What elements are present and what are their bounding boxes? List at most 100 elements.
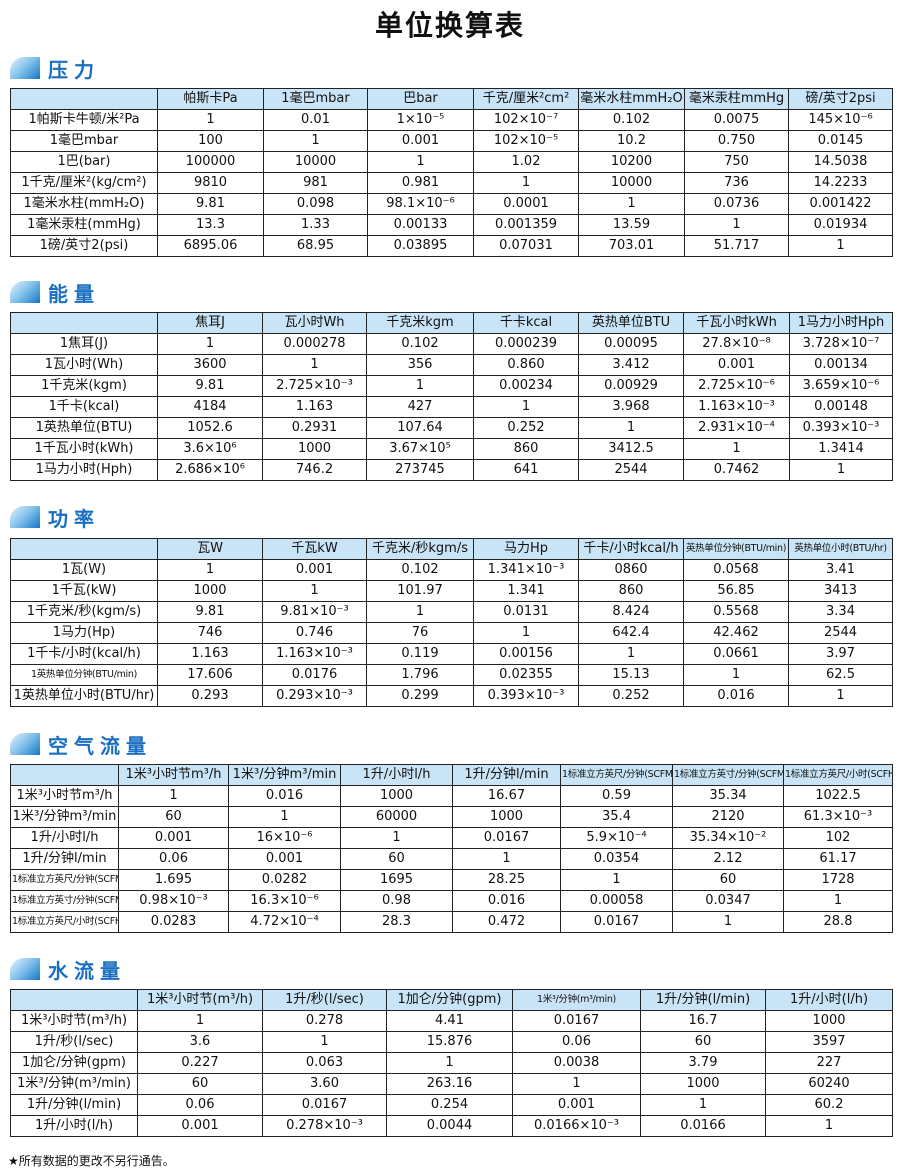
cell: 0.102 bbox=[366, 333, 474, 355]
table-row: 1千克/厘米²(kg/cm²) 9810 981 0.981 1 10000 736 14.2… bbox=[10, 172, 893, 194]
cell: 860 bbox=[473, 438, 579, 460]
cell: 0.00156 bbox=[473, 643, 579, 665]
cell: 3.412 bbox=[578, 354, 684, 376]
cell: 1 bbox=[683, 664, 789, 686]
section-heading: 功率 bbox=[10, 503, 100, 531]
header-cell: 千克米kgm bbox=[366, 312, 474, 334]
cell: 10200 bbox=[578, 151, 685, 173]
cell: 0.0166×10⁻³ bbox=[512, 1115, 641, 1137]
header-cell: 英热单位小时(BTU/hr) bbox=[788, 538, 893, 560]
cell: 2.12 bbox=[672, 848, 784, 870]
cell: 0.001 bbox=[228, 848, 341, 870]
table-row: 1千瓦小时(kWh) 3.6×10⁶ 1000 3.67×10⁵ 860 3412.5 1 1… bbox=[10, 438, 893, 460]
cell: 60 bbox=[640, 1031, 766, 1053]
cell: 60240 bbox=[765, 1073, 893, 1095]
cell: 145×10⁻⁶ bbox=[788, 109, 893, 131]
footnote: ★所有数据的更改不另行通告。 bbox=[8, 1154, 175, 1168]
cell: 0.01 bbox=[263, 109, 368, 131]
cell: 60.2 bbox=[765, 1094, 893, 1116]
cell: 1 bbox=[228, 806, 341, 828]
corner-cell bbox=[10, 88, 158, 110]
corner-cell bbox=[10, 312, 158, 334]
cell: 3.659×10⁻⁶ bbox=[789, 375, 893, 397]
cell: 1 bbox=[765, 1115, 893, 1137]
cell: 0.07031 bbox=[473, 235, 579, 257]
cell: 3413 bbox=[788, 580, 893, 602]
cell: 0.0038 bbox=[512, 1052, 641, 1074]
table-row: 1千卡/小时(kcal/h) 1.163 1.163×10⁻³ 0.119 0.0015… bbox=[10, 643, 893, 665]
table-row: 1千克米/秒(kgm/s) 9.81 9.81×10⁻³ 1 0.0131 8.424 0.… bbox=[10, 601, 893, 623]
header-cell: 巴bar bbox=[367, 88, 474, 110]
cell: 1 bbox=[560, 869, 673, 891]
section-heading: 空气流量 bbox=[10, 730, 152, 758]
cell: 0.001359 bbox=[473, 214, 579, 236]
table-row: 1焦耳(J) 1 0.000278 0.102 0.000239 0.00095 27.8×… bbox=[10, 333, 893, 355]
cell: 28.3 bbox=[340, 911, 453, 933]
header-cell: 1标准立方英尺/小时(SCFH) bbox=[783, 764, 893, 786]
cell: 2544 bbox=[578, 459, 684, 481]
header-cell: 1米³/分钟m³/min bbox=[228, 764, 341, 786]
table-body: 瓦W 千瓦kW 千克米/秒kgm/s 马力Hp 千卡/小时kcal/h 英热单位分钟(BT… bbox=[10, 538, 893, 707]
cell: 1 bbox=[367, 151, 474, 173]
cell: 2.931×10⁻⁴ bbox=[683, 417, 790, 439]
cell: 3.968 bbox=[578, 396, 684, 418]
cell: 1 bbox=[157, 559, 263, 581]
cell: 1000 bbox=[340, 785, 453, 807]
heading-icon bbox=[10, 281, 40, 303]
cell: 0.252 bbox=[473, 417, 579, 439]
cell: 1.341 bbox=[473, 580, 579, 602]
row-label: 1标准立方英寸/分钟(SCFM) bbox=[10, 890, 119, 912]
row-label: 1马力(Hp) bbox=[10, 622, 158, 644]
cell: 98.1×10⁻⁶ bbox=[367, 193, 474, 215]
table-body: 1米³小时节(m³/h) 1升/秒(l/sec) 1加仑/分钟(gpm) 1米³/分钟… bbox=[10, 989, 893, 1137]
header-cell: 1加仑/分钟(gpm) bbox=[386, 989, 513, 1011]
cell: 227 bbox=[765, 1052, 893, 1074]
cell: 16.67 bbox=[452, 785, 561, 807]
cell: 1.3414 bbox=[789, 438, 893, 460]
header-cell: 帕斯卡Pa bbox=[157, 88, 264, 110]
cell: 3.34 bbox=[788, 601, 893, 623]
cell: 2120 bbox=[672, 806, 784, 828]
table-row: 1毫巴mbar 100 1 0.001 102×10⁻⁵ 10.2 0.750 0.0145 bbox=[10, 130, 893, 152]
heading-text: 能量 bbox=[48, 281, 100, 306]
table-row: 1英热单位(BTU) 1052.6 0.2931 107.64 0.252 1 2.931×… bbox=[10, 417, 893, 439]
cell: 15.13 bbox=[578, 664, 684, 686]
cell: 750 bbox=[684, 151, 789, 173]
cell: 1 bbox=[340, 827, 453, 849]
cell: 0.0736 bbox=[684, 193, 789, 215]
cell: 273745 bbox=[366, 459, 474, 481]
cell: 1 bbox=[783, 890, 893, 912]
cell: 0.00133 bbox=[367, 214, 474, 236]
cell: 0.02355 bbox=[473, 664, 579, 686]
cell: 0.0166 bbox=[640, 1115, 766, 1137]
table-row: 1马力小时(Hph) 2.686×10⁶ 746.2 273745 641 2544 0.7… bbox=[10, 459, 893, 481]
table-row: 1千瓦(kW) 1000 1 101.97 1.341 860 56.85 3413 bbox=[10, 580, 893, 602]
cell: 0.001 bbox=[262, 559, 367, 581]
row-label: 1千克/厘米²(kg/cm²) bbox=[10, 172, 158, 194]
cell: 14.5038 bbox=[788, 151, 893, 173]
header-cell: 千克米/秒kgm/s bbox=[366, 538, 474, 560]
row-label: 1马力小时(Hph) bbox=[10, 459, 158, 481]
header-cell: 1升/分钟(l/min) bbox=[640, 989, 766, 1011]
row-label: 1米³小时节m³/h bbox=[10, 785, 119, 807]
cell: 0.0075 bbox=[684, 109, 789, 131]
cell: 60 bbox=[672, 869, 784, 891]
header-cell: 英热单位BTU bbox=[578, 312, 684, 334]
cell: 0.001 bbox=[512, 1094, 641, 1116]
header-cell: 1毫巴mbar bbox=[263, 88, 368, 110]
cell: 0.860 bbox=[473, 354, 579, 376]
cell: 100 bbox=[157, 130, 264, 152]
header-cell: 1升/分钟l/min bbox=[452, 764, 561, 786]
cell: 60 bbox=[340, 848, 453, 870]
cell: 0.393×10⁻³ bbox=[789, 417, 893, 439]
cell: 1.695 bbox=[118, 869, 229, 891]
row-label: 1毫巴mbar bbox=[10, 130, 158, 152]
cell: 61.3×10⁻³ bbox=[783, 806, 893, 828]
header-cell: 瓦小时Wh bbox=[262, 312, 367, 334]
cell: 0.98 bbox=[340, 890, 453, 912]
cell: 1 bbox=[473, 622, 579, 644]
table-row: 1毫米汞柱(mmHg) 13.3 1.33 0.00133 0.001359 13.59 1… bbox=[10, 214, 893, 236]
header-cell: 瓦W bbox=[157, 538, 263, 560]
header-row: 1米³小时节(m³/h) 1升/秒(l/sec) 1加仑/分钟(gpm) 1米³/分钟… bbox=[10, 989, 893, 1011]
cell: 0.063 bbox=[262, 1052, 387, 1074]
